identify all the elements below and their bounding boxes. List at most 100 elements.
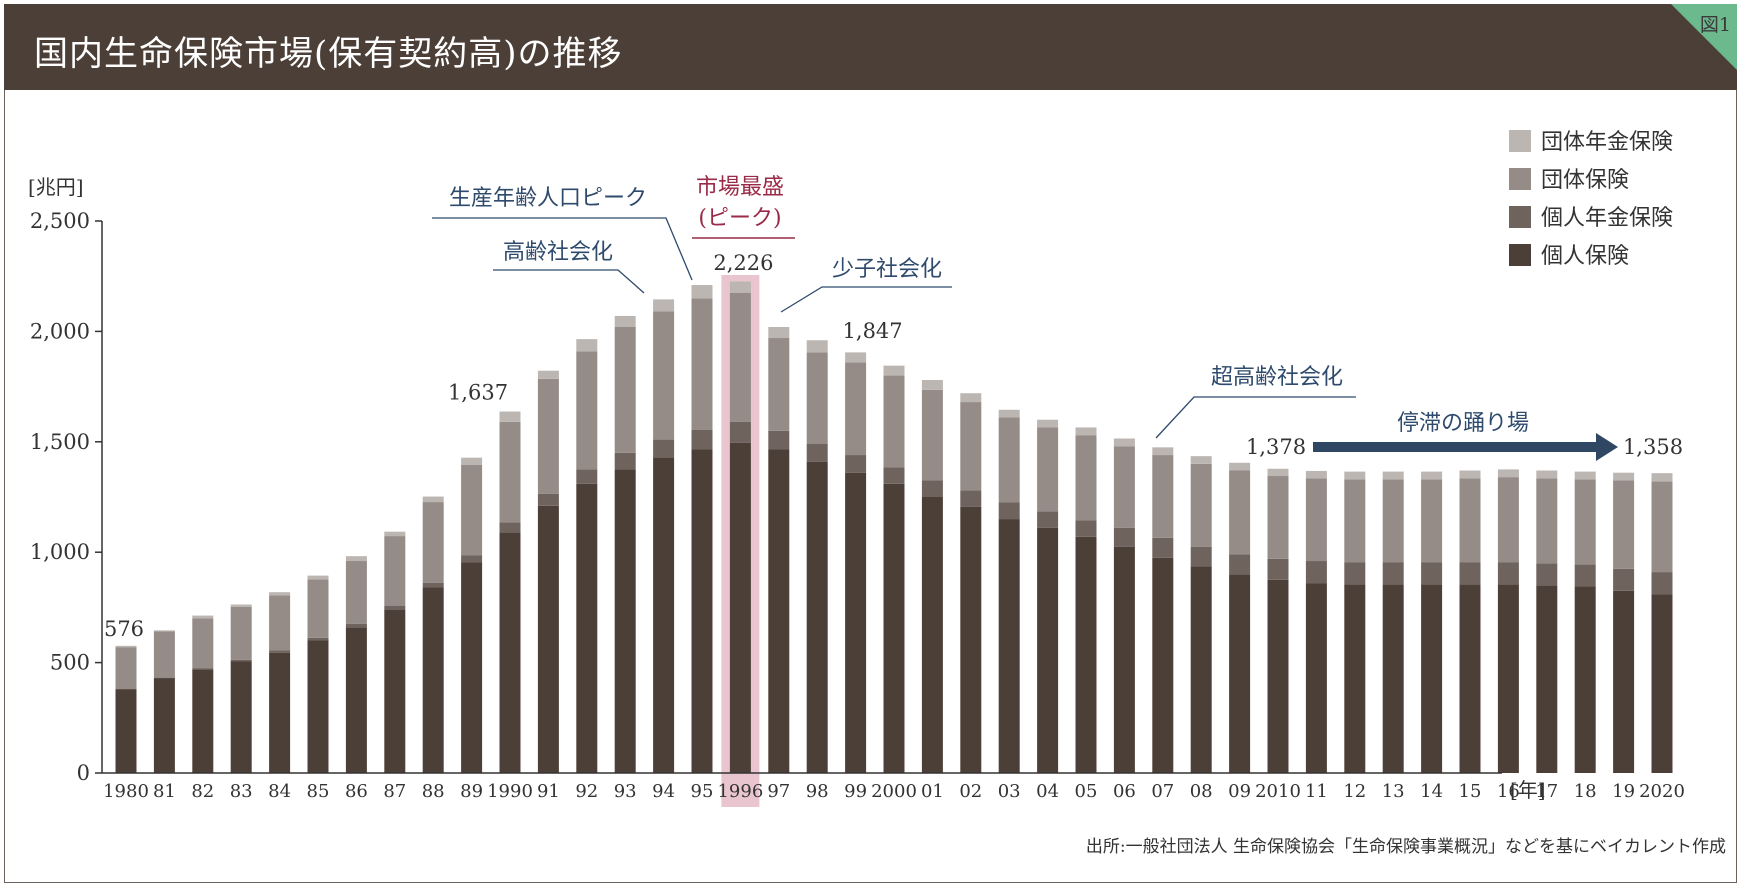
x-tick-label: 18 [1574, 781, 1597, 802]
bar-segment-dantai-hoken [1267, 476, 1289, 559]
bar-segment-dantai-hoken [1075, 435, 1097, 521]
x-tick-label: 89 [460, 781, 483, 802]
bar-segment-kojin-hoken [307, 640, 329, 773]
bar-segment-dantai-hoken [653, 311, 675, 440]
bar-segment-dantai-hoken [1190, 463, 1212, 547]
bar-segment-kojin-hoken [269, 652, 291, 773]
bar-segment-dantai-hoken [921, 389, 943, 481]
legend-dantai-hoken-label: 団体保険 [1541, 168, 1629, 193]
bar-segment-kojin-hoken [1651, 594, 1673, 773]
source-note: 出所:一般社団法人 生命保険協会「生命保険事業概況」などを基にベイカレント作成 [1085, 837, 1726, 857]
plateau-arrow-head [1596, 433, 1618, 461]
bar-segment-dantai-nenkin [345, 556, 367, 562]
chart-title: 国内生命保険市場(保有契約高)の推移 [34, 34, 623, 74]
bar-segment-dantai-nenkin [729, 281, 751, 293]
x-tick-label: 91 [537, 781, 560, 802]
bar-segment-kojin-hoken [230, 661, 252, 773]
bar-segment-dantai-hoken [153, 631, 175, 678]
bar-segment-dantai-nenkin [230, 604, 252, 607]
bar-segment-kojin-hoken [883, 483, 905, 773]
x-tick-label: 82 [191, 781, 214, 802]
x-tick-label: 2000 [871, 781, 917, 802]
bar-segment-dantai-hoken [1613, 480, 1635, 569]
annotation-super-aging-leader [1155, 396, 1356, 439]
x-tick-label: 16 [1497, 781, 1520, 802]
bar-segment-dantai-nenkin [998, 409, 1020, 418]
bar-segment-dantai-nenkin [614, 315, 636, 327]
x-tick-label: 09 [1228, 781, 1251, 802]
x-tick-label: 84 [268, 781, 291, 802]
bar-segment-kojin-nenkin [384, 605, 406, 610]
bar-segment-kojin-nenkin [1536, 563, 1558, 586]
bar-segment-dantai-nenkin [691, 285, 713, 299]
bar-segment-kojin-hoken [1382, 584, 1404, 773]
bar-segment-dantai-nenkin [1152, 447, 1174, 456]
bar-segment-dantai-hoken [806, 352, 828, 445]
annotation-low-birthrate: 少子社会化 [832, 257, 942, 282]
x-tick-label: 17 [1535, 781, 1558, 802]
x-tick-label: 1980 [103, 781, 149, 802]
bar-segment-kojin-nenkin [845, 455, 867, 473]
bar-segment-kojin-nenkin [921, 480, 943, 497]
y-tick-label: 1,000 [30, 540, 90, 564]
bar-segment-kojin-hoken [422, 587, 444, 773]
bar-segment-kojin-nenkin [307, 637, 329, 641]
bar-segment-dantai-nenkin [806, 340, 828, 353]
legend-kojin-nenkin-label: 個人年金保険 [1541, 206, 1673, 231]
bar-segment-dantai-hoken [1344, 479, 1366, 563]
annotation-aging-leader [493, 269, 645, 294]
bar-segment-dantai-hoken [729, 292, 751, 422]
x-tick-label: 88 [422, 781, 445, 802]
bar-segment-dantai-hoken [998, 417, 1020, 503]
bar-segment-dantai-hoken [384, 536, 406, 606]
title-bar: 国内生命保険市場(保有契約高)の推移 図1 [4, 4, 1737, 90]
bar-segment-kojin-nenkin [345, 623, 367, 628]
bar-segment-dantai-nenkin [1037, 419, 1059, 428]
bar-segment-dantai-nenkin [1344, 471, 1366, 480]
bar-segment-dantai-hoken [1421, 479, 1443, 563]
bar-segment-dantai-nenkin [576, 339, 598, 352]
bar-segment-dantai-nenkin [1421, 471, 1443, 480]
total-label-1999: 1,847 [843, 319, 903, 343]
y-tick-label: 2,500 [30, 209, 90, 233]
x-tick-label: 03 [998, 781, 1021, 802]
bar-segment-kojin-hoken [1075, 536, 1097, 773]
bar-segment-kojin-nenkin [1459, 562, 1481, 585]
annotation-working-age-peak: 生産年齢人口ピーク [449, 186, 647, 211]
bar-segment-dantai-nenkin [883, 365, 905, 376]
bar-segment-dantai-nenkin [1574, 471, 1596, 480]
bar-segment-kojin-nenkin [1651, 572, 1673, 595]
bar-segment-dantai-nenkin [115, 645, 137, 648]
bar-segment-kojin-hoken [1421, 584, 1443, 773]
bar-segment-kojin-hoken [998, 519, 1020, 773]
x-tick-label: 83 [230, 781, 253, 802]
bar-segment-kojin-hoken [345, 627, 367, 773]
bar-segment-dantai-hoken [499, 421, 521, 523]
bar-segment-kojin-nenkin [1421, 562, 1443, 585]
bar-segment-kojin-nenkin [1113, 527, 1135, 547]
y-tick-label: 1,500 [30, 430, 90, 454]
bar-segment-kojin-hoken [960, 506, 982, 773]
y-axis-unit: [兆円] [28, 175, 84, 199]
bar-segment-dantai-hoken [537, 378, 559, 494]
x-tick-label: 01 [921, 781, 944, 802]
bar-segment-dantai-hoken [1497, 477, 1519, 563]
total-label-2010: 1,378 [1246, 435, 1306, 459]
bar-segment-kojin-nenkin [269, 650, 291, 653]
bar-segment-kojin-nenkin [998, 502, 1020, 520]
bar-segment-kojin-nenkin [1037, 511, 1059, 528]
bar-segment-dantai-hoken [1574, 479, 1596, 565]
bar-segment-dantai-hoken [1152, 455, 1174, 538]
x-tick-label: 93 [614, 781, 637, 802]
bar-segment-dantai-nenkin [921, 379, 943, 390]
bar-segment-dantai-hoken [576, 351, 598, 470]
bar-segment-dantai-hoken [1229, 470, 1251, 555]
bar-segment-kojin-nenkin [806, 444, 828, 462]
bar-segment-kojin-hoken [499, 532, 521, 773]
bar-segment-kojin-nenkin [960, 490, 982, 507]
bar-segment-dantai-hoken [1305, 478, 1327, 562]
annotation-plateau: 停滞の踊り場 [1397, 411, 1529, 436]
x-tick-label: 2010 [1255, 781, 1301, 802]
x-tick-label: 13 [1382, 781, 1405, 802]
plateau-arrow-shaft [1313, 442, 1598, 452]
